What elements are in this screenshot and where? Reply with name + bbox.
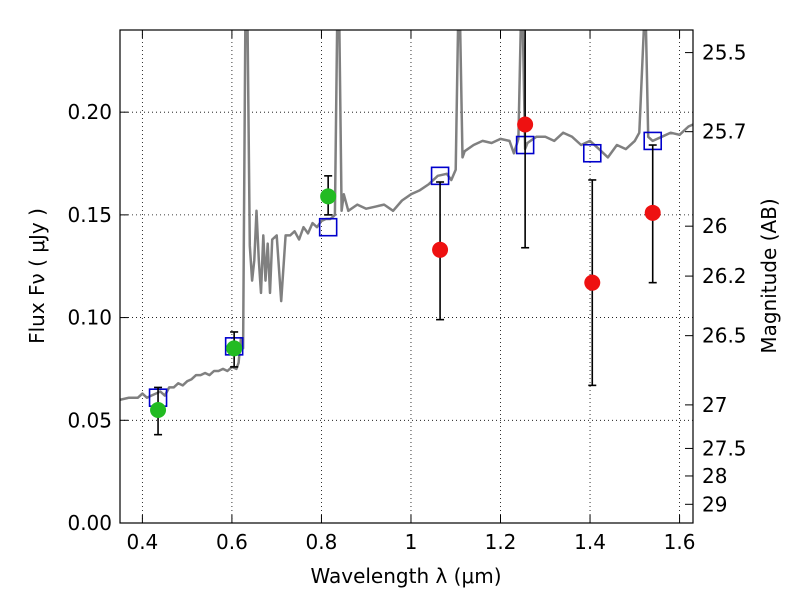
y-tick-label: 0.10 <box>67 306 112 330</box>
model-spectrum-line <box>120 30 693 402</box>
x-tick-label: 0.6 <box>216 530 248 554</box>
observed-flux-point <box>320 188 337 205</box>
grid-lines <box>120 30 693 524</box>
y2-tick-label: 26.5 <box>702 324 747 348</box>
plot-area <box>120 30 693 436</box>
y2-axis-label: Magnitude (AB) <box>757 198 781 353</box>
y2-tick-label: 25.7 <box>702 120 747 144</box>
plot-frame <box>119 29 694 524</box>
x-tick-label: 1.2 <box>485 530 517 554</box>
y-tick-label: 0.00 <box>67 511 112 535</box>
x-axis-label: Wavelength λ (μm) <box>310 564 501 588</box>
x-tick-label: 1.4 <box>574 530 606 554</box>
model-photometry-square <box>582 143 602 163</box>
y-axis-label: Flux Fν ( μJy ) <box>25 208 49 344</box>
axis-ticks: 0.4 0.6 0.8 1 1.2 1.4 1.6 0.00 0.05 0.10 0.15 0.20 2… <box>67 30 747 554</box>
x-tick-label: 1.6 <box>664 530 696 554</box>
x-tick-label: 0.8 <box>306 530 338 554</box>
observed-flux-point <box>584 274 601 291</box>
y-tick-label: 0.05 <box>67 408 112 432</box>
observed-flux-point <box>644 204 661 221</box>
y2-tick-label: 26.2 <box>702 264 747 288</box>
observed-flux-point <box>517 116 534 133</box>
y2-tick-label: 27 <box>702 393 727 417</box>
x-tick-label: 0.4 <box>126 530 158 554</box>
y2-tick-label: 27.5 <box>702 436 747 460</box>
y-tick-label: 0.15 <box>67 203 112 227</box>
y2-tick-label: 29 <box>702 492 727 516</box>
data-series-group <box>120 30 693 436</box>
observed-flux-point <box>432 241 449 258</box>
y2-tick-label: 26 <box>702 214 727 238</box>
observed-flux-point <box>226 340 243 357</box>
x-tick-label: 1 <box>405 530 418 554</box>
observed-flux-point <box>150 402 167 419</box>
model-photometry-square <box>318 217 338 237</box>
y2-tick-label: 25.5 <box>702 41 747 65</box>
y-tick-label: 0.20 <box>67 100 112 124</box>
y2-tick-label: 28 <box>702 464 727 488</box>
